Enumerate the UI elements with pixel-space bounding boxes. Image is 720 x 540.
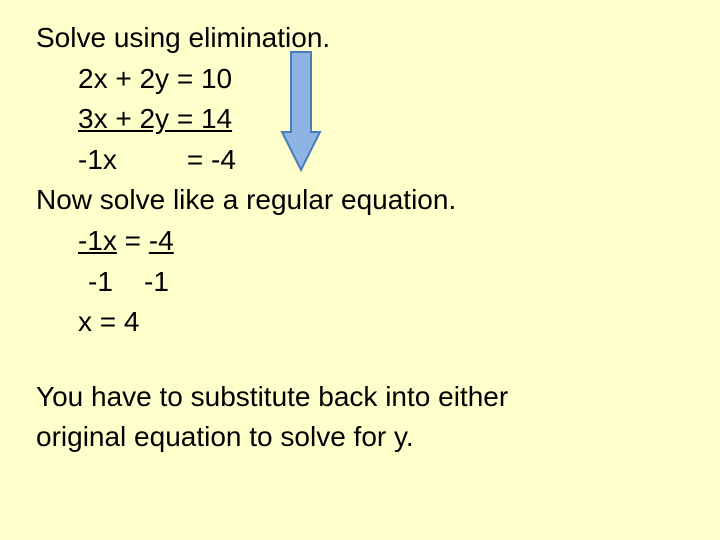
text-line-footer1: You have to substitute back into either (36, 377, 684, 418)
text-line-title: Solve using elimination. (36, 18, 684, 59)
text-line-instruction2: Now solve like a regular equation. (36, 180, 684, 221)
down-arrow-icon (280, 50, 322, 172)
text-line-eq2: 3x + 2y = 14 (36, 99, 684, 140)
text-line-result1: -1x = -4 (36, 140, 684, 181)
text-line-footer2: original equation to solve for y. (36, 417, 684, 458)
text-line-eq3: -1x = -4 (36, 221, 684, 262)
underline-rhs: -4 (149, 225, 174, 256)
result1-left: -1x (78, 144, 117, 175)
result1-right: = -4 (117, 144, 236, 175)
underline-eq2: 3x + 2y = 14 (78, 103, 232, 134)
text-line-eq1: 2x + 2y = 10 (36, 59, 684, 100)
text-line-solution: x = 4 (36, 302, 684, 343)
eq3-equals: = (117, 225, 149, 256)
slide-content: Solve using elimination. 2x + 2y = 10 3x… (0, 0, 720, 458)
arrow-shape (282, 52, 320, 170)
underline-lhs: -1x (78, 225, 117, 256)
text-line-divisors: -1 -1 (36, 262, 684, 303)
blank-line (36, 343, 684, 377)
